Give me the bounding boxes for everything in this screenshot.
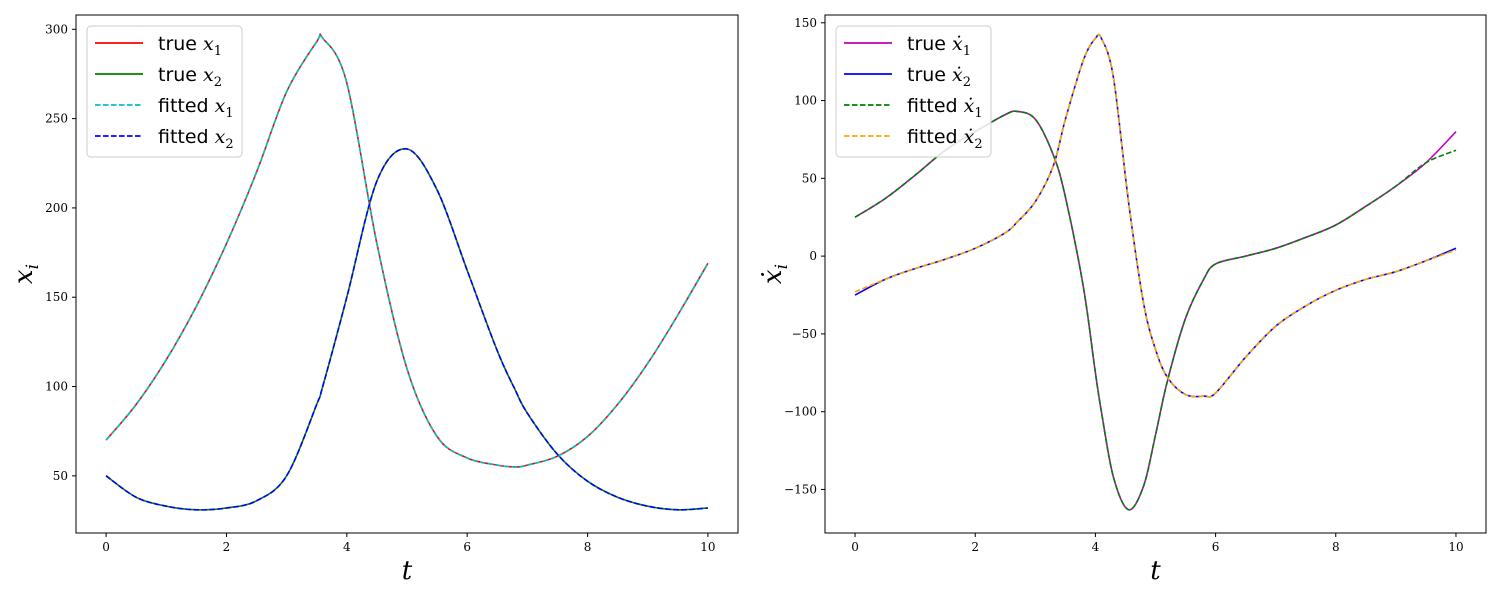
- legend-entry-symbol: x: [215, 95, 226, 117]
- y-tick-label: −150: [784, 482, 817, 496]
- legend-entry-symbol: x: [203, 64, 214, 86]
- legend-entry-symbol: x: [215, 126, 226, 148]
- y-tick-label: 50: [802, 171, 817, 185]
- legend-entry-subscript: 2: [963, 75, 971, 90]
- legend-entry-symbol: ẋ: [964, 95, 975, 117]
- legend-entry-subscript: 1: [225, 106, 233, 121]
- legend-entry-symbol: ẋ: [952, 33, 963, 55]
- x-tick-label: 2: [223, 540, 231, 554]
- legend-entry-word: fitted: [158, 95, 215, 117]
- y-tick-label: −50: [792, 327, 817, 341]
- legend-entry-subscript: 1: [214, 44, 222, 59]
- legend-entry-3: fitted ẋ1: [907, 95, 983, 121]
- series-line-3: [854, 110, 1457, 511]
- series-line-3: [105, 33, 709, 468]
- y-axis-label-subscript: i: [772, 264, 792, 269]
- legend-entry-symbol: x: [203, 33, 214, 55]
- x-tick-label: 2: [971, 540, 979, 554]
- x-tick-label: 6: [463, 540, 471, 554]
- legend-entry-4: fitted x2: [158, 126, 234, 152]
- y-tick-label: 100: [45, 380, 68, 394]
- x-tick-label: 4: [1092, 540, 1100, 554]
- y-tick-label: 200: [45, 201, 68, 215]
- y-tick-label: 300: [45, 22, 68, 36]
- x-axis-label: t: [1150, 556, 1161, 586]
- legend-entry-word: true: [907, 64, 952, 86]
- y-axis-label-symbol: x: [9, 269, 39, 284]
- x-tick-label: 6: [1212, 540, 1220, 554]
- series-line-4: [854, 33, 1457, 398]
- legend-entry-subscript: 2: [225, 137, 233, 152]
- legend-entry-symbol: ẋ: [952, 64, 963, 86]
- x-tick-label: 8: [584, 540, 592, 554]
- legend-entry-subscript: 1: [974, 106, 982, 121]
- legend-entry-word: fitted: [158, 126, 215, 148]
- x-tick-label: 8: [1332, 540, 1340, 554]
- legend-entry-subscript: 1: [963, 44, 971, 59]
- y-tick-label: 150: [45, 290, 68, 304]
- legend-entry-word: true: [907, 33, 952, 55]
- y-tick-label: 150: [794, 16, 817, 30]
- y-tick-label: −100: [784, 405, 817, 419]
- legend-entry-subscript: 2: [974, 137, 982, 152]
- y-tick-label: 250: [45, 112, 68, 126]
- x-tick-label: 0: [851, 540, 859, 554]
- legend-box: [86, 25, 243, 158]
- legend-entry-word: fitted: [907, 95, 964, 117]
- legend-entry-2: true ẋ2: [907, 64, 971, 90]
- series-line-2: [105, 148, 708, 511]
- legend-box: [835, 25, 992, 158]
- y-tick-label: 100: [794, 94, 817, 108]
- legend-entry-subscript: 2: [214, 75, 222, 90]
- axes-frame: [75, 14, 739, 534]
- x-axis-label: t: [402, 556, 413, 586]
- y-axis-label: ẋi: [758, 264, 792, 284]
- legend-entry-1: true ẋ1: [907, 33, 971, 59]
- legend-entry-word: true: [158, 64, 203, 86]
- y-tick-label: 0: [809, 249, 817, 263]
- y-axis-label-symbol: ẋ: [758, 269, 788, 284]
- legend-entry-1: true x1: [158, 33, 222, 59]
- series-line-4: [105, 148, 708, 511]
- axes-frame: [824, 14, 1487, 534]
- legend-entry-3: fitted x1: [158, 95, 234, 121]
- legend-entry-2: true x2: [158, 64, 222, 90]
- legend-entry-symbol: ẋ: [964, 126, 975, 148]
- legend-entry-word: fitted: [907, 126, 964, 148]
- legend-entry-4: fitted ẋ2: [907, 126, 983, 152]
- series-line-1: [854, 110, 1457, 511]
- x-tick-label: 10: [700, 540, 715, 554]
- y-axis-label: xi: [9, 264, 43, 284]
- x-tick-label: 0: [102, 540, 110, 554]
- y-tick-label: 50: [53, 469, 68, 483]
- x-tick-label: 4: [343, 540, 351, 554]
- y-axis-label-subscript: i: [23, 264, 43, 269]
- x-tick-label: 10: [1448, 540, 1463, 554]
- legend-entry-word: true: [158, 33, 203, 55]
